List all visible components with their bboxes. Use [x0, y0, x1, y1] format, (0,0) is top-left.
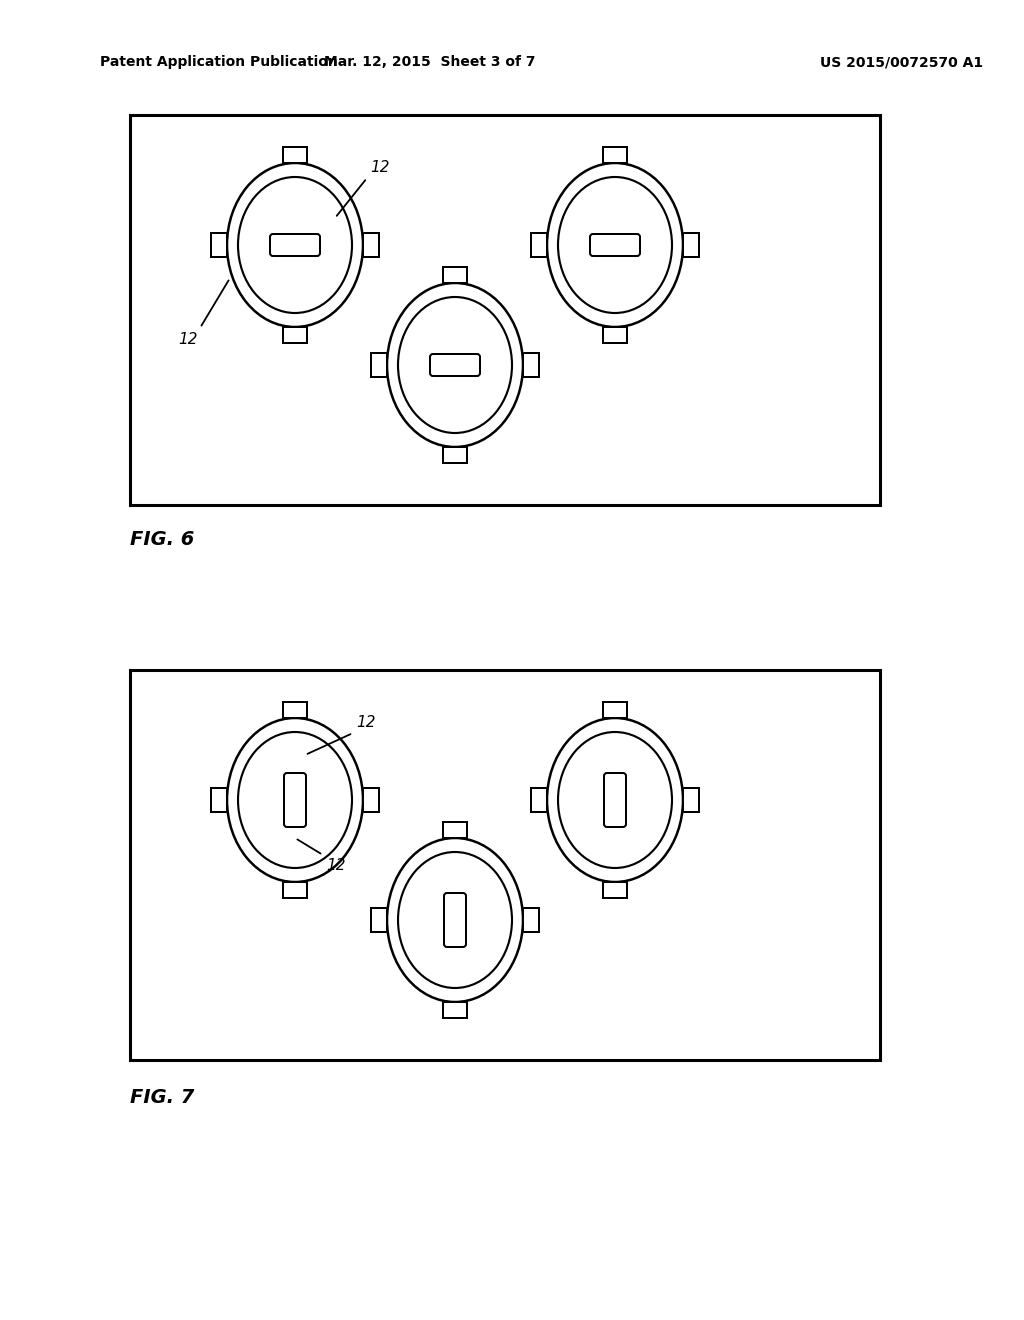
Bar: [603, 702, 627, 718]
Bar: [211, 788, 227, 812]
Bar: [443, 267, 467, 282]
FancyBboxPatch shape: [590, 234, 640, 256]
Bar: [130, 671, 880, 1060]
Ellipse shape: [387, 838, 523, 1002]
Bar: [362, 234, 379, 257]
Bar: [283, 702, 307, 718]
Text: 12: 12: [370, 160, 389, 176]
Bar: [371, 908, 387, 932]
Text: 12: 12: [326, 858, 345, 873]
Bar: [523, 908, 539, 932]
Text: 12: 12: [356, 715, 376, 730]
Bar: [371, 352, 387, 378]
FancyBboxPatch shape: [444, 894, 466, 946]
Bar: [362, 788, 379, 812]
Text: FIG. 7: FIG. 7: [130, 1088, 195, 1107]
Text: US 2015/0072570 A1: US 2015/0072570 A1: [820, 55, 983, 69]
Bar: [523, 352, 539, 378]
Text: 12: 12: [178, 333, 198, 347]
Ellipse shape: [227, 718, 362, 882]
FancyBboxPatch shape: [430, 354, 480, 376]
Text: Patent Application Publication: Patent Application Publication: [100, 55, 338, 69]
Ellipse shape: [387, 282, 523, 447]
Text: Mar. 12, 2015  Sheet 3 of 7: Mar. 12, 2015 Sheet 3 of 7: [325, 55, 536, 69]
Ellipse shape: [547, 718, 683, 882]
FancyBboxPatch shape: [270, 234, 319, 256]
FancyBboxPatch shape: [284, 774, 306, 828]
Bar: [283, 327, 307, 343]
Text: FIG. 6: FIG. 6: [130, 531, 195, 549]
Bar: [603, 882, 627, 898]
Ellipse shape: [227, 162, 362, 327]
Bar: [443, 822, 467, 838]
Bar: [130, 115, 880, 506]
Bar: [283, 147, 307, 162]
Bar: [531, 788, 547, 812]
Ellipse shape: [547, 162, 683, 327]
Bar: [531, 234, 547, 257]
Bar: [283, 882, 307, 898]
Bar: [603, 147, 627, 162]
Bar: [211, 234, 227, 257]
Bar: [443, 447, 467, 463]
Bar: [683, 234, 699, 257]
Bar: [683, 788, 699, 812]
Bar: [443, 1002, 467, 1018]
Bar: [603, 327, 627, 343]
FancyBboxPatch shape: [604, 774, 626, 828]
